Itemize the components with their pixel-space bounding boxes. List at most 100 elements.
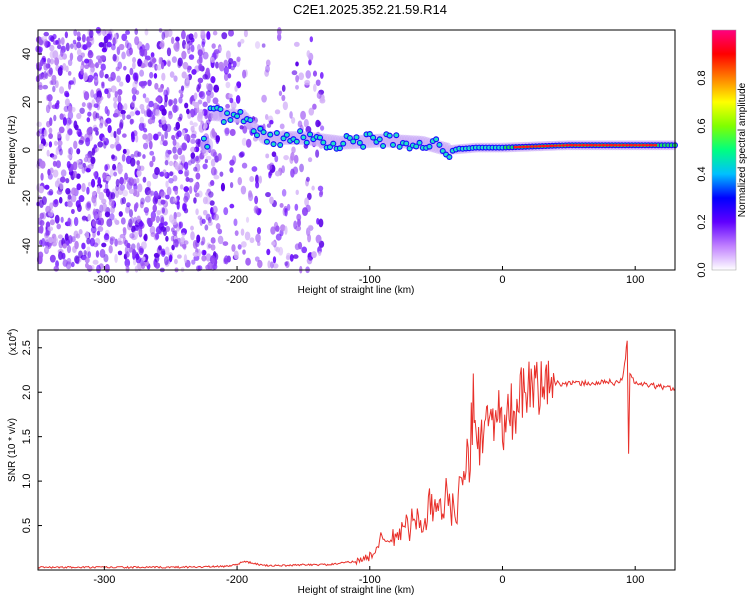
heatmap-cell [39,160,46,169]
heatmap-cell [168,177,174,184]
heatmap-cell [218,236,223,244]
heatmap-cell [142,142,149,150]
heatmap-cell [89,237,96,247]
heatmap-cell [275,233,282,241]
heatmap-cell [261,43,266,48]
heatmap-cell [225,81,231,89]
spectrogram-y-label: Frequency (Hz) [7,116,18,185]
heatmap-cell [65,187,71,195]
heatmap-cell [53,199,58,205]
heatmap-cell [60,169,67,177]
heatmap-cell [166,47,172,57]
heatmap-cell [47,94,53,102]
heatmap-cell [298,72,305,81]
heatmap-cell [283,154,289,161]
y-tick-label: 0.5 [21,518,33,533]
heatmap-cell [113,218,118,224]
heatmap-cell [159,214,165,223]
ridge-core [327,145,332,149]
heatmap-cell [164,130,168,140]
heatmap-cell [113,130,117,139]
heatmap-cell [168,254,173,263]
y-tick-label: 1.0 [21,473,33,488]
ridge-core [281,136,286,141]
heatmap-cell [266,163,273,171]
ridge-core [341,141,346,146]
ridge-peak [625,144,630,147]
heatmap-cell [164,256,169,266]
heatmap-cell [96,185,101,195]
ridge-core [218,107,223,111]
heatmap-cell [90,226,97,234]
heatmap-cell [56,189,63,195]
heatmap-cell [121,33,128,42]
heatmap-cell [282,101,288,111]
heatmap-cell [205,195,211,205]
heatmap-cell [116,128,122,135]
heatmap-cell [157,131,162,137]
heatmap-cell [42,84,49,90]
heatmap-cell [58,251,63,261]
heatmap-cell [155,233,160,240]
heatmap-cell [54,57,60,66]
heatmap-cell [99,69,104,79]
heatmap-cell [196,84,200,93]
heatmap-cell [168,99,173,107]
heatmap-cell [210,158,216,167]
heatmap-cell [53,236,59,245]
heatmap-cell [320,125,325,131]
heatmap-cell [299,163,304,173]
heatmap-cell [190,133,197,139]
heatmap-cell [110,131,114,138]
heatmap-cell [242,69,247,79]
ridge-core [271,142,276,146]
heatmap-cell [86,127,92,136]
heatmap-cell [312,103,317,110]
heatmap-cell [39,225,44,234]
heatmap-cell [265,153,270,159]
snr-panel: -300 -200 -100 0 100 0.5 1.0 1.5 2.0 2.5 Height … [7,329,676,596]
heatmap-cell [59,113,64,120]
heatmap-cell [147,118,154,125]
heatmap-cell [304,79,311,86]
ridge-peak [569,144,574,147]
heatmap-cell [190,44,195,53]
heatmap-cell [292,166,299,175]
heatmap-cell [124,258,131,268]
heatmap-cell [117,89,123,96]
heatmap-cell [281,165,285,174]
heatmap-cell [200,29,206,36]
heatmap-cell [173,126,179,132]
heatmap-cell [234,230,239,236]
heatmap-cell [67,59,73,67]
heatmap-cell [117,240,123,246]
heatmap-cell [289,111,293,119]
heatmap-cell [67,105,73,113]
heatmap-cell [117,94,122,104]
heatmap-cell [233,250,239,260]
heatmap-cell [269,196,274,205]
heatmap-cell [274,170,281,177]
heatmap-cell [185,74,190,84]
heatmap-cell [140,241,147,250]
heatmap-cell [57,131,62,139]
heatmap-cell [132,80,138,90]
heatmap-cell [151,155,156,163]
ridge-peak [632,144,638,147]
heatmap-cell [237,176,243,186]
heatmap-cell [136,215,141,224]
heatmap-cell [182,203,187,212]
heatmap-cell [83,91,90,101]
ridge-peak [561,144,566,147]
heatmap-cell [122,133,127,138]
heatmap-cell [152,102,159,110]
heatmap-cell [38,128,45,134]
heatmap-cell [248,190,253,198]
heatmap-cell [104,211,111,218]
heatmap-cell [179,145,183,154]
heatmap-cell [258,208,262,214]
ridge-peak [597,144,602,147]
snr-plot-area [38,330,675,570]
heatmap-cell [150,52,155,58]
heatmap-cell [105,117,112,124]
